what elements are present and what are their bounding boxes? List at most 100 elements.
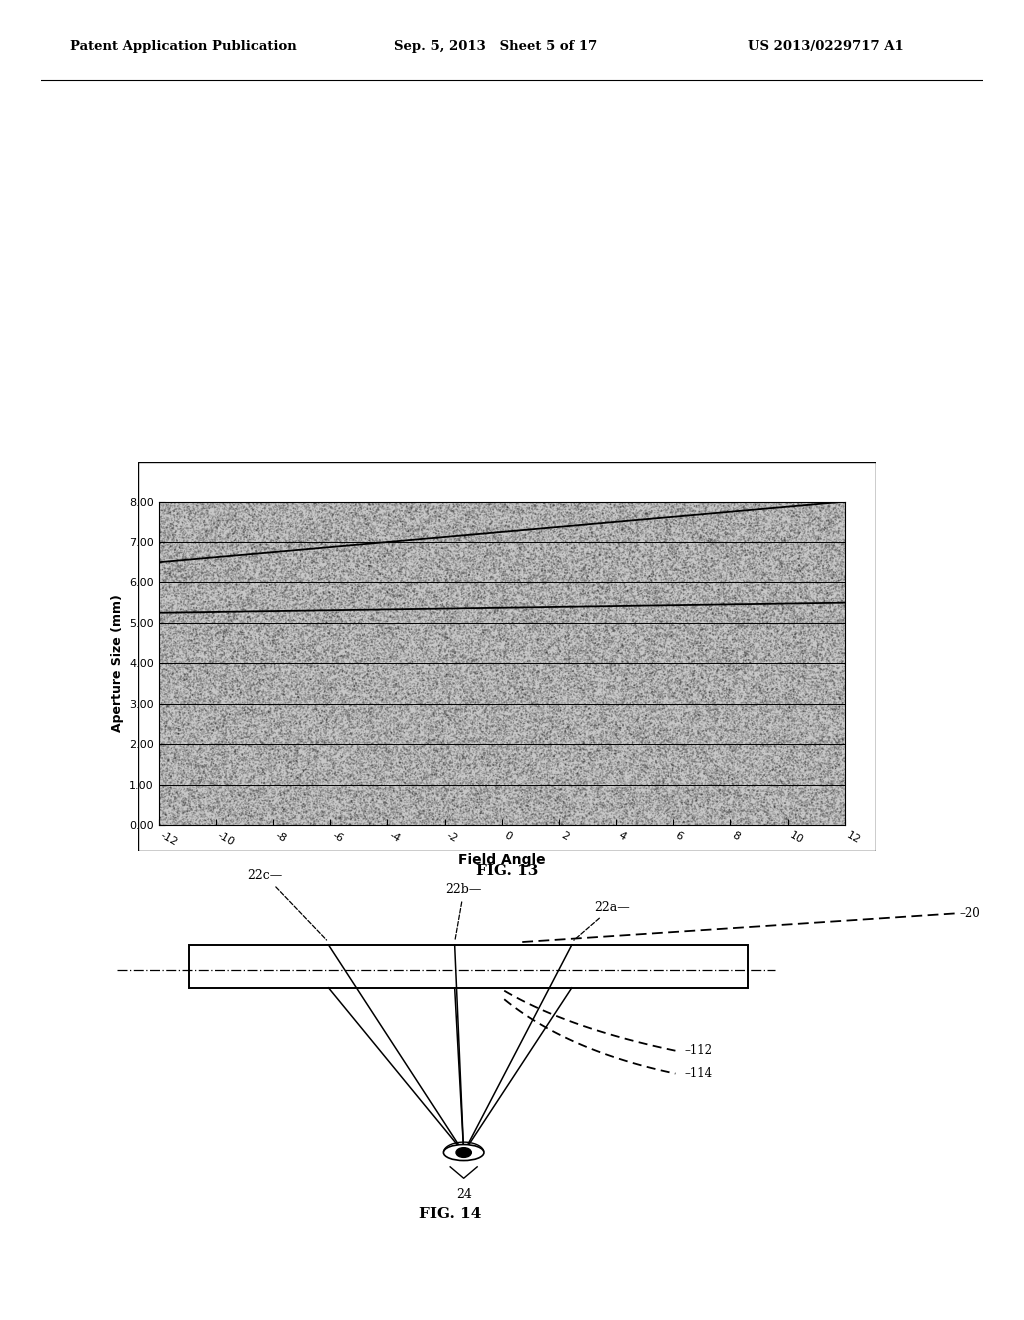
Point <box>643 808 659 829</box>
Point <box>240 726 256 747</box>
Point <box>298 512 314 533</box>
Point <box>663 570 679 591</box>
Point <box>298 709 314 730</box>
Point <box>550 495 566 516</box>
Point <box>416 768 432 789</box>
Point <box>603 612 620 634</box>
Point <box>519 719 536 741</box>
Point <box>297 594 313 615</box>
Point <box>154 672 170 693</box>
Point <box>757 801 773 822</box>
Point <box>269 764 286 785</box>
Point <box>497 697 513 718</box>
Point <box>243 645 259 667</box>
Point <box>404 557 421 578</box>
Point <box>626 661 642 682</box>
Point <box>586 733 602 754</box>
Point <box>207 527 223 548</box>
Point <box>212 771 228 792</box>
Point <box>588 704 604 725</box>
Point <box>608 597 625 618</box>
Point <box>400 809 417 830</box>
Point <box>191 594 208 615</box>
Point <box>403 536 420 557</box>
Point <box>702 750 719 771</box>
Point <box>467 711 483 733</box>
Point <box>524 784 541 805</box>
Point <box>291 619 307 640</box>
Point <box>556 698 572 719</box>
Point <box>799 495 815 516</box>
Point <box>186 525 203 546</box>
Point <box>575 768 592 789</box>
Point <box>437 656 454 677</box>
Point <box>714 620 730 642</box>
Point <box>527 496 544 517</box>
Point <box>794 795 810 816</box>
Point <box>385 648 401 669</box>
Point <box>209 502 225 523</box>
Point <box>382 657 398 678</box>
Point <box>485 598 502 619</box>
Point <box>329 593 345 614</box>
Point <box>314 569 331 590</box>
Point <box>570 698 587 719</box>
Point <box>286 564 302 585</box>
Point <box>218 539 234 560</box>
Point <box>420 615 436 636</box>
Point <box>400 594 417 615</box>
Point <box>399 569 416 590</box>
Point <box>476 661 493 682</box>
Point <box>685 744 701 766</box>
Point <box>307 554 324 576</box>
Point <box>160 527 176 548</box>
Point <box>561 510 578 531</box>
Point <box>515 535 531 556</box>
Point <box>464 500 480 521</box>
Point <box>760 721 776 742</box>
Point <box>592 741 608 762</box>
Point <box>577 744 593 766</box>
Point <box>600 520 616 541</box>
Point <box>476 652 493 673</box>
Point <box>630 726 646 747</box>
Point <box>226 750 243 771</box>
Point <box>225 684 242 705</box>
Point <box>744 694 761 715</box>
Point <box>677 539 693 560</box>
Point <box>271 657 288 678</box>
Point <box>458 694 474 715</box>
Point <box>627 690 643 711</box>
Point <box>301 777 317 799</box>
Point <box>278 791 294 812</box>
Point <box>452 645 468 667</box>
Point <box>707 550 723 572</box>
Point <box>664 537 680 558</box>
Point <box>474 676 490 697</box>
Point <box>531 520 548 541</box>
Point <box>797 741 813 762</box>
Point <box>581 498 597 519</box>
Point <box>378 759 394 780</box>
Point <box>343 632 359 653</box>
Point <box>322 813 338 834</box>
Point <box>502 541 518 562</box>
Point <box>805 622 821 643</box>
Point <box>739 665 756 686</box>
Point <box>444 660 461 681</box>
Point <box>613 713 630 734</box>
Point <box>417 682 433 704</box>
Point <box>188 528 205 549</box>
Point <box>243 639 259 660</box>
Point <box>506 585 522 606</box>
Point <box>384 756 400 777</box>
Point <box>205 741 221 762</box>
Point <box>455 676 471 697</box>
Point <box>726 726 742 747</box>
Point <box>835 664 851 685</box>
Point <box>442 684 459 705</box>
Point <box>271 780 288 801</box>
Point <box>387 568 403 589</box>
Point <box>662 685 678 706</box>
Point <box>225 634 242 655</box>
